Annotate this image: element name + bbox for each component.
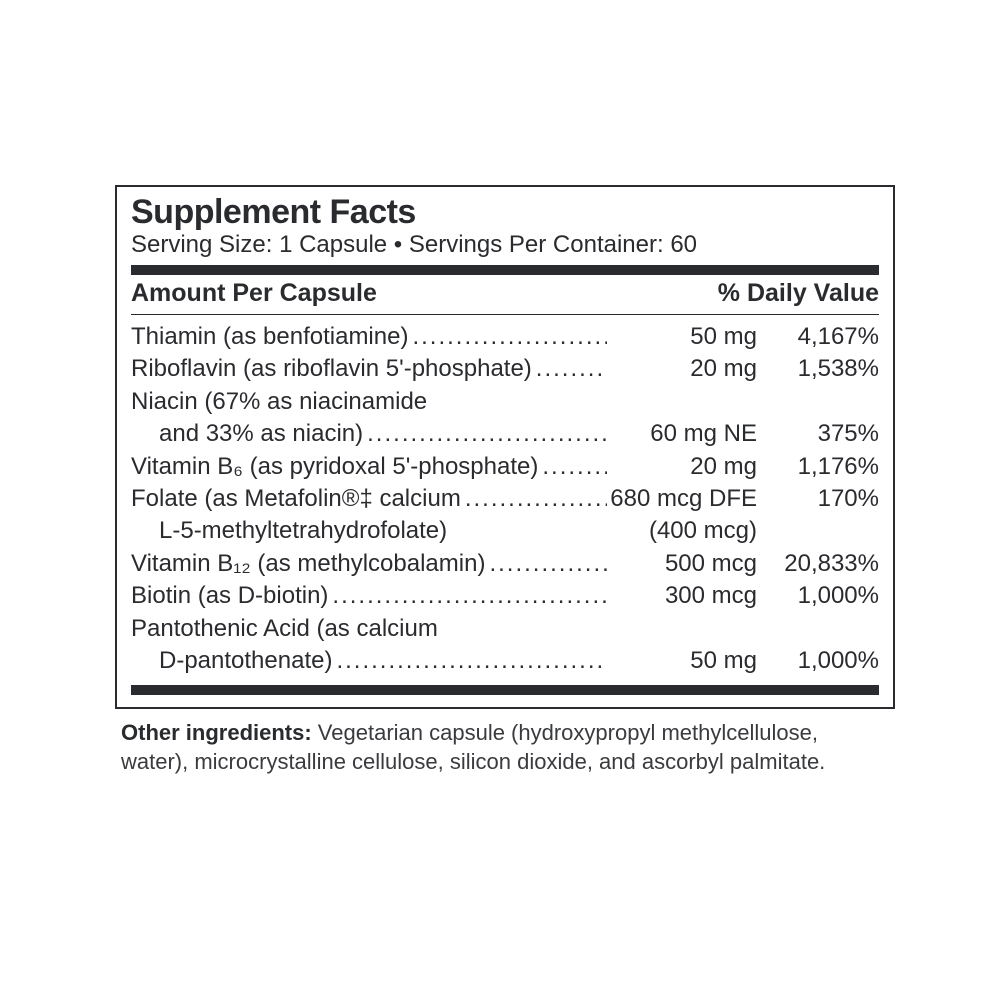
nutrient-row: Niacin (67% as niacinamide [131,386,879,418]
nutrient-name: Biotin (as D-biotin) [131,580,328,612]
nutrient-dv: 20,833% [769,548,879,580]
nutrient-amount: (400 mcg) [607,515,769,547]
rule-bottom [131,685,879,695]
nutrient-dv: 1,000% [769,645,879,677]
nutrient-dv: 1,538% [769,353,879,385]
nutrient-dv: 1,176% [769,451,879,483]
nutrient-amount: 20 mg [607,451,769,483]
nutrient-row: Thiamin (as benfotiamine)...............… [131,321,879,353]
facts-box: Supplement Facts Serving Size: 1 Capsule… [115,185,895,709]
leader-dots: ........................................… [461,483,607,515]
other-label: Other ingredients: [121,720,312,745]
nutrient-row: Pantothenic Acid (as calcium [131,613,879,645]
leader-dots: ........................................… [328,580,607,612]
leader-dots: ........................................… [538,451,607,483]
nutrient-name: Folate (as Metafolin®‡ calcium [131,483,461,515]
nutrient-amount: 20 mg [607,353,769,385]
nutrient-name: Riboflavin (as riboflavin 5'-phosphate) [131,353,532,385]
nutrient-name: Pantothenic Acid (as calcium [131,613,438,645]
nutrient-amount: 50 mg [607,645,769,677]
nutrient-dv: 170% [769,483,879,515]
other-ingredients: Other ingredients: Vegetarian capsule (h… [115,709,895,776]
nutrient-dv: 4,167% [769,321,879,353]
nutrient-row: Biotin (as D-biotin)....................… [131,580,879,612]
leader-dots: ........................................… [532,353,607,385]
nutrient-rows: Thiamin (as benfotiamine)...............… [131,321,879,677]
nutrient-name: Vitamin B₆ (as pyridoxal 5'-phosphate) [131,451,538,483]
nutrient-name: D-pantothenate) [131,645,332,677]
nutrient-amount: 60 mg NE [607,418,769,450]
rule-top [131,265,879,275]
nutrient-name: Niacin (67% as niacinamide [131,386,427,418]
nutrient-amount: 680 mcg DFE [607,483,769,515]
supplement-facts-panel: Supplement Facts Serving Size: 1 Capsule… [115,185,895,776]
rule-header [131,314,879,315]
nutrient-name: L-5-methyltetrahydrofolate) [131,515,447,547]
title: Supplement Facts [131,195,879,229]
nutrient-amount: 500 mcg [607,548,769,580]
nutrient-name: Thiamin (as benfotiamine) [131,321,408,353]
nutrient-name: and 33% as niacin) [131,418,363,450]
header-row: Amount Per Capsule % Daily Value [131,277,879,312]
header-right: % Daily Value [718,279,879,308]
nutrient-row: Vitamin B₆ (as pyridoxal 5'-phosphate)..… [131,451,879,483]
nutrient-row: Riboflavin (as riboflavin 5'-phosphate).… [131,353,879,385]
nutrient-row: L-5-methyltetrahydrofolate) (400 mcg) [131,515,879,547]
nutrient-name: Vitamin B₁₂ (as methylcobalamin) [131,548,485,580]
leader-dots: ........................................… [408,321,607,353]
leader-dots: ........................................… [363,418,607,450]
serving-line: Serving Size: 1 Capsule • Servings Per C… [131,231,879,259]
nutrient-row: Vitamin B₁₂ (as methylcobalamin)........… [131,548,879,580]
leader-dots: ........................................… [485,548,607,580]
leader-dots: ........................................… [332,645,607,677]
nutrient-row: D-pantothenate).........................… [131,645,879,677]
nutrient-dv: 1,000% [769,580,879,612]
nutrient-row: Folate (as Metafolin®‡ calcium..........… [131,483,879,515]
nutrient-dv: 375% [769,418,879,450]
header-left: Amount Per Capsule [131,279,377,308]
nutrient-row: and 33% as niacin)......................… [131,418,879,450]
nutrient-amount: 300 mcg [607,580,769,612]
nutrient-amount: 50 mg [607,321,769,353]
